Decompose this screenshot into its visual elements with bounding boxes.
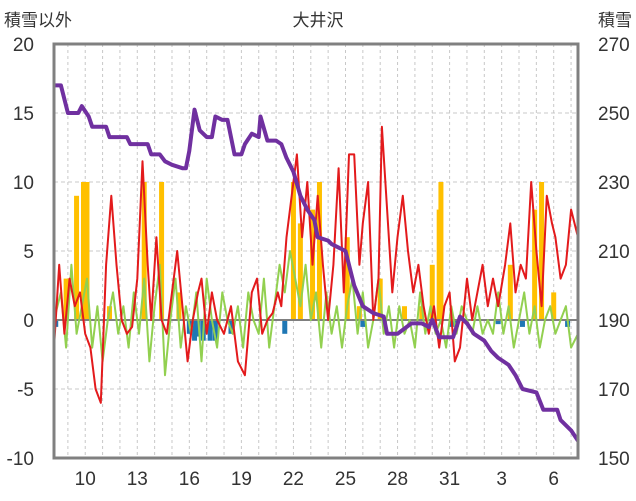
y-left-tick-label: 0 xyxy=(23,311,34,332)
y-right-tick-label: 190 xyxy=(598,311,630,332)
x-tick-label: 25 xyxy=(335,469,356,490)
orange-bar xyxy=(316,182,322,320)
orange-bar xyxy=(290,182,296,320)
red-line-series xyxy=(53,125,579,404)
y-right-tick-label: 150 xyxy=(598,449,630,470)
y-left-tick-label: -5 xyxy=(17,380,34,401)
y-right-tick-label: 270 xyxy=(598,35,630,56)
orange-bar xyxy=(74,195,80,320)
bars xyxy=(53,182,571,341)
x-tick-label: 3 xyxy=(496,469,507,490)
orange-bar xyxy=(80,182,86,320)
orange-bar xyxy=(401,306,407,320)
right-axis-label: 積雪 xyxy=(598,11,632,31)
orange-bar xyxy=(551,292,557,320)
orange-bar xyxy=(539,182,545,320)
x-tick-label: 13 xyxy=(127,469,148,490)
orange-bar xyxy=(159,182,165,320)
orange-bar xyxy=(141,182,147,320)
chart-title: 大井沢 xyxy=(293,11,344,31)
y-right-tick-label: 250 xyxy=(598,104,630,125)
orange-bar xyxy=(438,182,444,320)
blue-bar xyxy=(282,320,288,334)
green-line-series xyxy=(53,250,579,377)
x-tick-label: 19 xyxy=(231,469,252,490)
y-right-tick-label: 170 xyxy=(598,380,630,401)
x-tick-label: 31 xyxy=(439,469,460,490)
x-tick-label: 22 xyxy=(283,469,304,490)
orange-bar xyxy=(429,264,435,320)
grid xyxy=(54,43,578,459)
ticks: 20 270 15 250 10 230 5 210 0 190 -5 170 -10 150 10 13 16… xyxy=(7,35,630,490)
orange-bar xyxy=(297,223,303,320)
blue-bar xyxy=(519,320,525,327)
plot-frame xyxy=(52,42,580,460)
y-left-tick-label: 15 xyxy=(13,104,34,125)
blue-bar xyxy=(360,320,366,327)
x-tick-label: 16 xyxy=(179,469,200,490)
y-left-tick-label: 20 xyxy=(13,35,34,56)
blue-bar xyxy=(207,320,213,341)
y-left-tick-label: 10 xyxy=(13,173,34,194)
x-tick-label: 28 xyxy=(387,469,408,490)
orange-bar xyxy=(176,292,182,320)
blue-bar xyxy=(495,320,501,325)
left-axis-label: 積雪以外 xyxy=(4,11,72,31)
orange-bar xyxy=(84,182,90,320)
orange-bar xyxy=(507,264,513,320)
x-tick-label: 6 xyxy=(548,469,559,490)
blue-bar xyxy=(212,320,218,341)
lines xyxy=(53,83,580,442)
snow-depth-series xyxy=(54,83,580,442)
y-right-tick-label: 230 xyxy=(598,173,630,194)
orange-bar xyxy=(63,278,69,320)
y-right-tick-label: 210 xyxy=(598,242,630,263)
y-left-tick-label: 5 xyxy=(23,242,34,263)
orange-bar xyxy=(532,209,538,320)
x-tick-label: 10 xyxy=(75,469,96,490)
y-left-tick-label: -10 xyxy=(7,449,34,470)
orange-bar xyxy=(344,237,350,320)
blue-bar xyxy=(192,320,198,341)
